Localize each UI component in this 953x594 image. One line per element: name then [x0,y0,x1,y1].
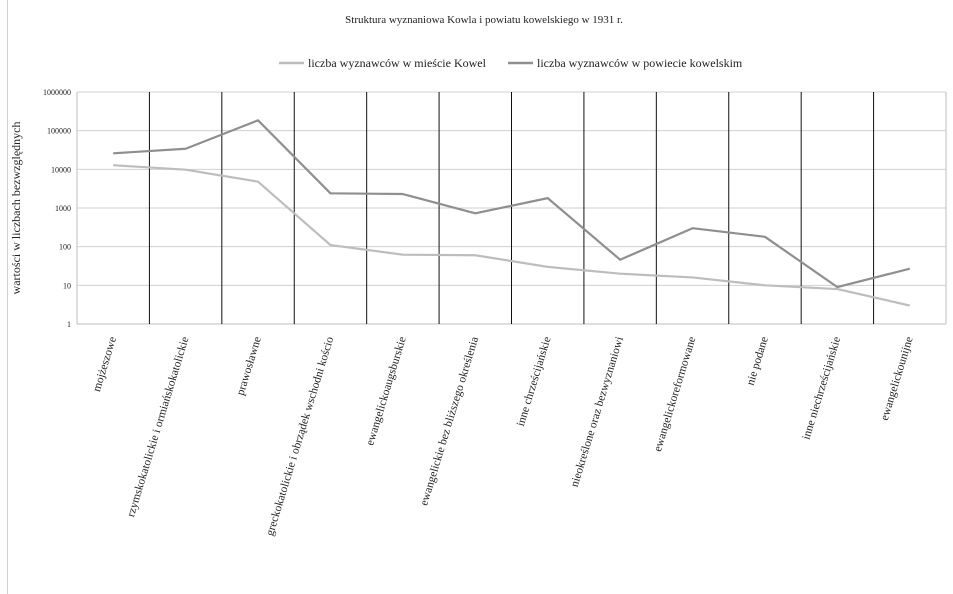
x-category-labels: mojżeszowe rzymskokatolickie i ormiańskok… [91,335,916,537]
series-line-kowel [113,164,911,307]
x-category-label: prawosławne [235,335,264,397]
x-category-label: ewangelickounijne [879,335,916,422]
y-tick-label: 1000 [55,204,71,213]
x-category-label: greckokatolickie i obrządek wschodni koś… [264,335,336,537]
x-category-label: inne niechrześcijańskie [800,335,843,441]
x-category-label: ewangelickie bez bliższego określenia [418,335,481,507]
x-category-label: nie podane [745,335,771,386]
y-tick-label: 10000 [51,165,71,174]
y-tick-label: 1 [67,320,71,329]
x-category-label: ewangelickoaugsburskie [364,335,409,447]
legend-label-powiat: liczba wyznawców w powiecie kowelskim [537,56,743,70]
x-category-label: nieokreślone oraz bezwyznaniowi [569,335,626,488]
y-tick-label: 10 [63,281,71,290]
x-category-label: ewangelickoreformowane [652,335,698,453]
y-axis-label: wartości w liczbach bezwzględnych [9,122,23,295]
chart-title: Struktura wyznaniowa Kowla i powiatu kow… [345,14,623,26]
category-separators [76,92,947,324]
legend: liczba wyznawców w mieście Kowel liczba … [279,56,743,70]
y-tick-label: 100 [59,243,71,252]
x-category-label: rzymskokatolickie i ormiańskokatolickie [125,335,191,518]
x-category-label: mojżeszowe [91,335,119,393]
y-tick-label: 1000000 [43,88,71,97]
x-category-label: inne chrześcijańskie [515,335,554,427]
y-tick-label: 100000 [47,127,71,136]
series-lines [113,119,911,307]
legend-label-kowel: liczba wyznawców w mieście Kowel [308,56,487,70]
y-tick-labels: 1 10 100 1000 10000 100000 1000000 [43,88,71,329]
series-line-powiat [113,119,911,289]
left-border [7,0,8,594]
